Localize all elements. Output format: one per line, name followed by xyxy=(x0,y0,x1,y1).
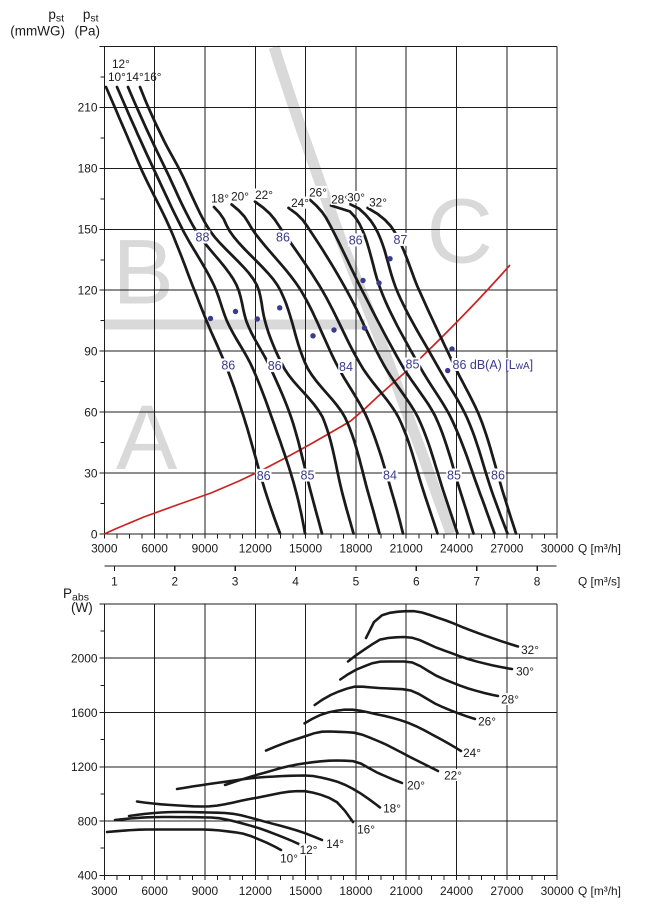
svg-text:32°: 32° xyxy=(369,195,387,209)
svg-text:6000: 6000 xyxy=(141,884,168,898)
svg-text:24°: 24° xyxy=(291,196,309,210)
svg-text:(Pa): (Pa) xyxy=(74,24,100,39)
svg-text:24000: 24000 xyxy=(440,541,473,555)
svg-text:2: 2 xyxy=(171,574,178,588)
svg-text:16°: 16° xyxy=(357,822,375,836)
svg-text:1600: 1600 xyxy=(71,706,98,720)
svg-text:9000: 9000 xyxy=(192,884,219,898)
svg-text:15000: 15000 xyxy=(289,884,322,898)
svg-text:6000: 6000 xyxy=(141,541,168,555)
svg-text:20°: 20° xyxy=(231,189,249,203)
svg-text:26°: 26° xyxy=(478,714,496,728)
svg-text:18°: 18° xyxy=(211,191,229,205)
svg-text:120: 120 xyxy=(78,284,98,298)
svg-text:27000: 27000 xyxy=(490,884,523,898)
svg-text:3000: 3000 xyxy=(91,541,118,555)
svg-text:84: 84 xyxy=(339,360,353,374)
svg-text:85: 85 xyxy=(301,469,315,483)
svg-text:15000: 15000 xyxy=(289,541,322,555)
svg-text:6: 6 xyxy=(413,574,420,588)
svg-text:180: 180 xyxy=(78,162,98,176)
svg-text:86: 86 xyxy=(257,469,271,483)
svg-text:1200: 1200 xyxy=(71,760,98,774)
svg-text:21000: 21000 xyxy=(390,884,423,898)
svg-text:10°14°16°: 10°14°16° xyxy=(108,70,162,84)
svg-text:85: 85 xyxy=(406,358,420,372)
svg-text:B: B xyxy=(113,222,174,324)
svg-text:18°: 18° xyxy=(383,801,401,815)
svg-text:800: 800 xyxy=(78,814,98,828)
svg-text:30°: 30° xyxy=(516,664,534,678)
svg-text:20°: 20° xyxy=(407,778,425,792)
svg-text:A: A xyxy=(116,387,178,489)
svg-text:28°: 28° xyxy=(501,692,519,706)
svg-text:3: 3 xyxy=(232,574,239,588)
svg-text:12000: 12000 xyxy=(239,541,272,555)
svg-text:32°: 32° xyxy=(521,643,539,657)
svg-text:30°: 30° xyxy=(347,190,365,204)
svg-text:26°: 26° xyxy=(309,185,327,199)
svg-text:86: 86 xyxy=(268,359,282,373)
svg-text:84: 84 xyxy=(383,469,397,483)
svg-text:12000: 12000 xyxy=(239,884,272,898)
svg-text:30: 30 xyxy=(84,466,98,480)
svg-text:86: 86 xyxy=(221,359,235,373)
svg-text:10°: 10° xyxy=(280,851,298,865)
svg-text:18000: 18000 xyxy=(339,884,372,898)
svg-text:24000: 24000 xyxy=(440,884,473,898)
svg-text:18000: 18000 xyxy=(339,541,372,555)
svg-text:27000: 27000 xyxy=(490,541,523,555)
svg-text:Q [m³/s]: Q [m³/s] xyxy=(578,574,620,588)
svg-text:88: 88 xyxy=(196,231,210,245)
svg-text:90: 90 xyxy=(84,345,98,359)
svg-text:87: 87 xyxy=(394,233,408,247)
svg-text:24°: 24° xyxy=(463,746,481,760)
svg-text:86: 86 xyxy=(349,234,363,248)
svg-text:1: 1 xyxy=(111,574,118,588)
svg-text:(mmWG): (mmWG) xyxy=(10,24,65,39)
svg-text:86: 86 xyxy=(276,231,290,245)
svg-text:Q [m³/h]: Q [m³/h] xyxy=(578,541,621,555)
svg-text:(W): (W) xyxy=(71,600,93,615)
svg-text:0: 0 xyxy=(91,527,98,541)
svg-text:22°: 22° xyxy=(255,188,273,202)
svg-text:12°: 12° xyxy=(112,57,130,71)
svg-text:7: 7 xyxy=(473,574,480,588)
svg-text:85: 85 xyxy=(447,469,461,483)
svg-text:5: 5 xyxy=(353,574,360,588)
svg-text:60: 60 xyxy=(84,405,98,419)
svg-text:30000: 30000 xyxy=(541,884,574,898)
svg-text:3000: 3000 xyxy=(91,884,118,898)
svg-text:86: 86 xyxy=(491,469,505,483)
svg-text:210: 210 xyxy=(78,101,98,115)
svg-text:22°: 22° xyxy=(444,768,462,782)
svg-text:Q [m³/h]: Q [m³/h] xyxy=(578,884,621,898)
svg-text:2000: 2000 xyxy=(71,652,98,666)
svg-text:86 dB(A) [LwA]: 86 dB(A) [LwA] xyxy=(453,358,534,372)
svg-text:8: 8 xyxy=(534,574,541,588)
svg-text:21000: 21000 xyxy=(390,541,423,555)
svg-text:14°: 14° xyxy=(326,837,344,851)
svg-text:9000: 9000 xyxy=(192,541,219,555)
svg-text:C: C xyxy=(427,181,493,283)
svg-text:30000: 30000 xyxy=(541,541,574,555)
svg-text:400: 400 xyxy=(78,869,98,883)
svg-text:4: 4 xyxy=(292,574,299,588)
svg-text:150: 150 xyxy=(78,223,98,237)
svg-text:28°: 28° xyxy=(331,192,349,206)
svg-text:12°: 12° xyxy=(300,843,318,857)
